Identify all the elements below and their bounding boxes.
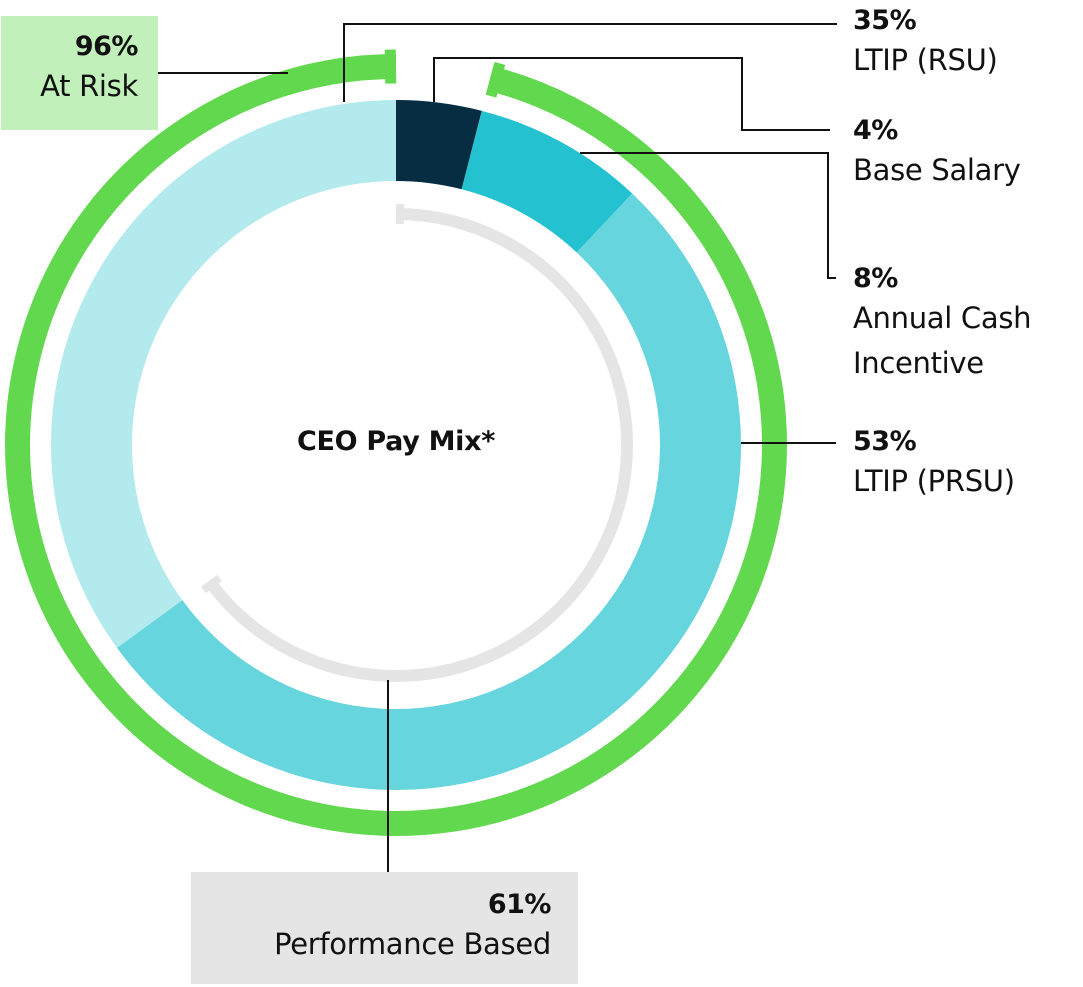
- leader-line-aci: [580, 152, 836, 279]
- arc-end-cap: [485, 61, 506, 98]
- overlay-performance-based: [201, 203, 633, 682]
- callout-label: LTIP (RSU): [853, 43, 998, 77]
- chart-title: CEO Pay Mix*: [296, 426, 496, 457]
- segment-annual-cash-incentive: [461, 110, 633, 253]
- leader-line-rsu: [343, 23, 837, 102]
- performance-based-box: 61% Performance Based: [191, 872, 578, 984]
- leader-lines: [158, 23, 837, 872]
- callout-pct: 4%: [853, 115, 898, 146]
- callout-base-salary: 4% Base Salary: [853, 114, 1021, 193]
- donut-segments: [51, 100, 741, 790]
- at-risk-pct: 96%: [74, 31, 139, 62]
- callout-pct: 8%: [853, 263, 898, 294]
- arc-end-cap: [384, 49, 397, 84]
- callout-annual-cash-incentive: 8% Annual Cash Incentive: [853, 262, 1032, 386]
- overlay-at-risk: [5, 49, 787, 836]
- performance-based-pct: 61%: [487, 889, 552, 920]
- callout-ltip-prsu: 53% LTIP (PRSU): [853, 425, 1015, 504]
- at-risk-label: At Risk: [40, 69, 138, 103]
- overlay-arcs: [5, 49, 787, 836]
- callout-pct: 53%: [853, 426, 917, 457]
- callout-label: Base Salary: [853, 153, 1021, 187]
- arc-end-cap: [395, 203, 405, 225]
- segment-base-salary: [396, 100, 482, 190]
- callout-ltip-rsu: 35% LTIP (RSU): [853, 4, 998, 83]
- callout-pct: 35%: [853, 5, 917, 36]
- leader-line-base: [433, 57, 830, 131]
- callout-label: LTIP (PRSU): [853, 464, 1015, 498]
- callout-label-line1: Annual Cash: [853, 301, 1032, 335]
- callout-label-line2: Incentive: [853, 346, 984, 380]
- segment-ltip-rsu: [51, 100, 396, 648]
- performance-based-label: Performance Based: [274, 927, 551, 961]
- at-risk-box: 96% At Risk: [1, 16, 158, 130]
- arc-end-cap: [201, 574, 222, 594]
- segment-ltip-prsu: [116, 193, 741, 790]
